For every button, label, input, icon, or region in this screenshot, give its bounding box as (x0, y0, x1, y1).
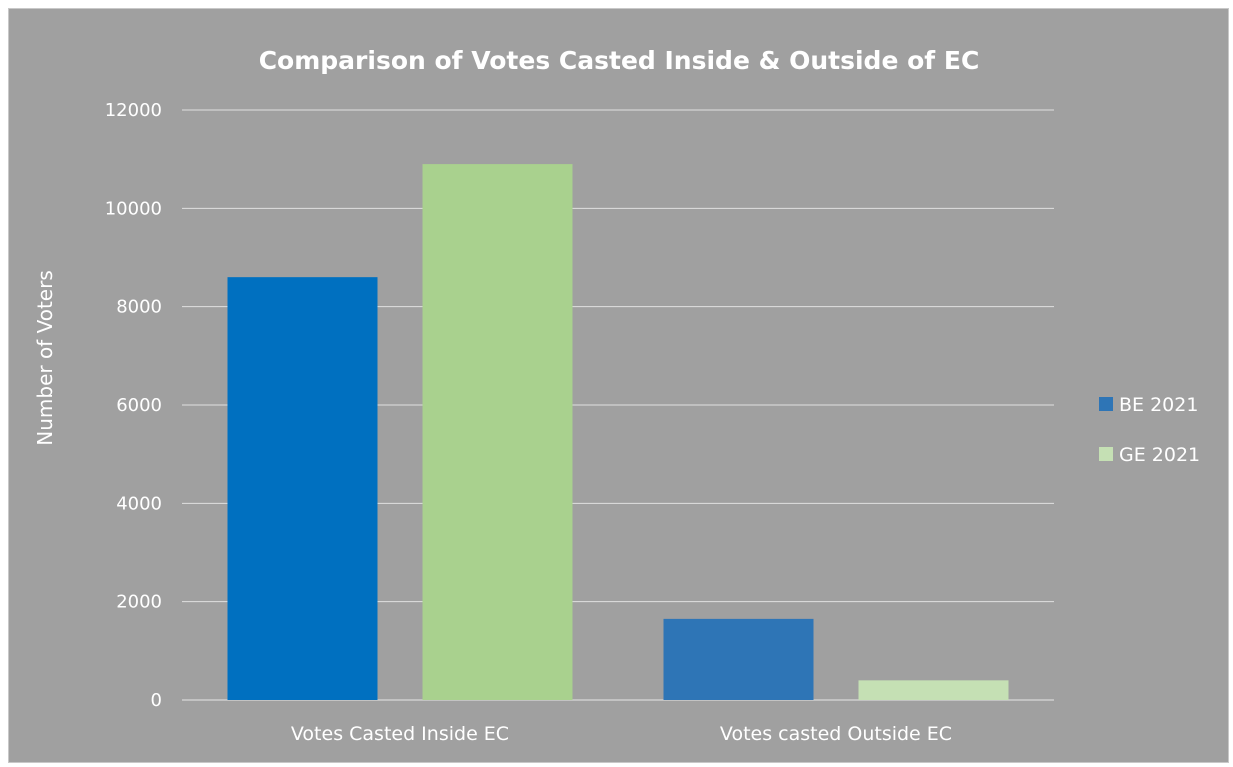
x-category-label: Votes Casted Inside EC (291, 723, 509, 745)
bar-ge-2021-2 (858, 680, 1009, 700)
y-tick-label: 8000 (116, 297, 162, 318)
y-tick-label: 0 (151, 690, 162, 711)
chart-frame: Comparison of Votes Casted Inside & Outs… (8, 8, 1229, 763)
legend: BE 2021 GE 2021 (1099, 394, 1200, 466)
y-tick-label: 2000 (116, 592, 162, 613)
legend-label: GE 2021 (1119, 444, 1200, 466)
bar-be-2021-1 (227, 277, 378, 700)
y-axis-ticks: 0 2000 4000 6000 8000 10000 12000 (105, 100, 162, 711)
bar-be-2021-2 (663, 618, 814, 700)
x-axis-categories: Votes Casted Inside EC Votes casted Outsi… (291, 723, 952, 745)
bars (227, 164, 1009, 701)
y-tick-label: 6000 (116, 395, 162, 416)
y-tick-label: 4000 (116, 493, 162, 514)
y-axis-title: Number of Voters (33, 270, 57, 446)
bar-chart: Comparison of Votes Casted Inside & Outs… (33, 46, 1200, 745)
legend-swatch (1099, 397, 1113, 411)
y-tick-label: 12000 (105, 100, 162, 121)
legend-label: BE 2021 (1119, 394, 1198, 416)
chart-title: Comparison of Votes Casted Inside & Outs… (259, 46, 980, 75)
y-tick-label: 10000 (105, 198, 162, 219)
bar-ge-2021-1 (422, 164, 573, 701)
legend-swatch (1099, 447, 1113, 461)
x-category-label: Votes casted Outside EC (720, 723, 952, 745)
